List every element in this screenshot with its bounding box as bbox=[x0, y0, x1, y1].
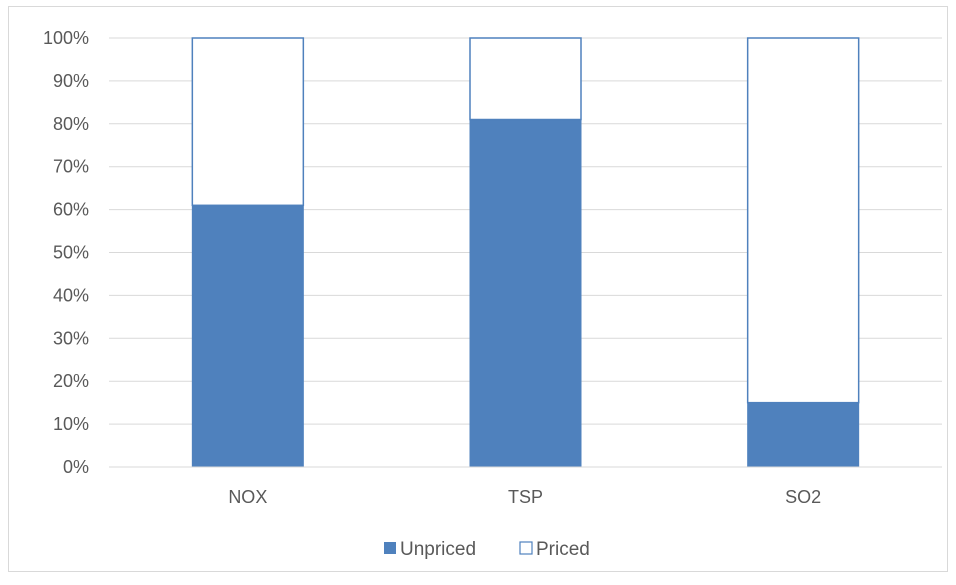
y-tick-label: 70% bbox=[53, 157, 89, 177]
y-tick-label: 20% bbox=[53, 371, 89, 391]
legend-swatch-unpriced bbox=[384, 542, 396, 554]
y-tick-label: 100% bbox=[43, 28, 89, 48]
y-tick-label: 30% bbox=[53, 328, 89, 348]
y-tick-label: 0% bbox=[63, 457, 89, 477]
bar-priced-so2 bbox=[746, 37, 860, 404]
y-tick-label: 60% bbox=[53, 200, 89, 220]
stacked-bar-chart: 0% 10% 20% 30% 40% 50% 60% 70% 80% 90% 100% NOX TSP… bbox=[43, 28, 942, 560]
y-tick-label: 40% bbox=[53, 285, 89, 305]
y-tick-label: 10% bbox=[53, 414, 89, 434]
y-tick-label: 50% bbox=[53, 243, 89, 263]
bar-unpriced-so2 bbox=[747, 402, 860, 467]
bar-unpriced-nox bbox=[191, 205, 304, 467]
y-tick-label: 90% bbox=[53, 71, 89, 91]
x-tick-label: NOX bbox=[228, 487, 267, 507]
bar-priced-nox bbox=[191, 37, 305, 207]
bars bbox=[191, 37, 860, 467]
x-tick-label: TSP bbox=[508, 487, 543, 507]
bar-priced-tsp bbox=[469, 37, 582, 121]
x-axis-labels: NOX TSP SO2 bbox=[228, 487, 821, 507]
x-tick-label: SO2 bbox=[785, 487, 821, 507]
legend-label-priced: Priced bbox=[536, 539, 590, 560]
chart-frame: 0% 10% 20% 30% 40% 50% 60% 70% 80% 90% 100% NOX TSP… bbox=[8, 6, 948, 572]
y-axis-labels: 0% 10% 20% 30% 40% 50% 60% 70% 80% 90% 100% bbox=[43, 28, 89, 477]
legend-label-unpriced: Unpriced bbox=[400, 539, 476, 560]
legend: Unpriced Priced bbox=[384, 539, 590, 560]
y-tick-label: 80% bbox=[53, 114, 89, 134]
legend-swatch-priced bbox=[519, 541, 533, 555]
bar-unpriced-tsp bbox=[469, 119, 582, 467]
